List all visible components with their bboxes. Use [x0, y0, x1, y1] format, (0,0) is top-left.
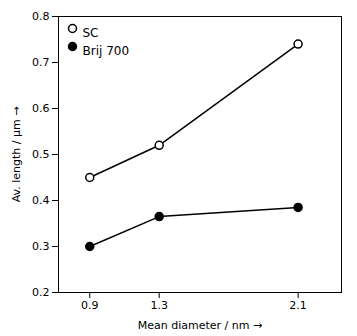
- svg-text:Av. length / μm →: Av. length / μm →: [10, 107, 23, 203]
- svg-text:0.7: 0.7: [32, 56, 50, 69]
- svg-text:1.3: 1.3: [150, 299, 168, 312]
- svg-text:0.5: 0.5: [32, 148, 50, 161]
- svg-text:0.9: 0.9: [81, 299, 99, 312]
- svg-text:Mean diameter / nm →: Mean diameter / nm →: [138, 319, 262, 332]
- svg-text:2.1: 2.1: [289, 299, 307, 312]
- svg-text:0.6: 0.6: [32, 102, 50, 115]
- svg-text:0.8: 0.8: [32, 10, 50, 23]
- svg-text:Brij 700: Brij 700: [83, 44, 130, 58]
- svg-text:SC: SC: [83, 26, 99, 40]
- svg-text:0.4: 0.4: [32, 194, 50, 207]
- svg-text:0.2: 0.2: [32, 286, 50, 299]
- svg-text:0.3: 0.3: [32, 240, 50, 253]
